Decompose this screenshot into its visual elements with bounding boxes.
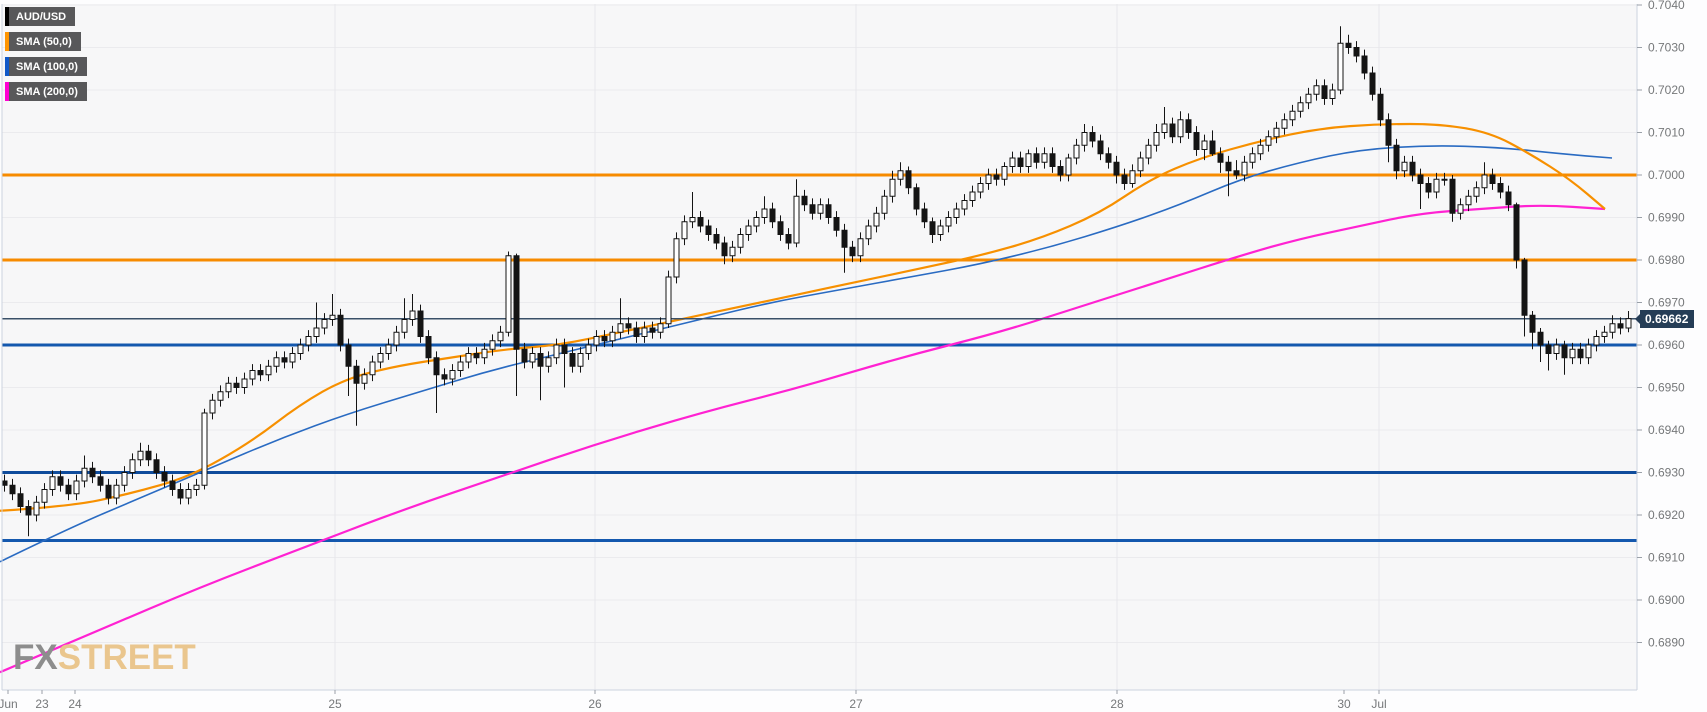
price-axis[interactable]: 0.7040 0.7030 0.7020 0.7010 0.7000 0.6990 0.69…	[1637, 0, 1685, 650]
watermark-fx-text: FX	[13, 638, 58, 677]
legend-item-sma50[interactable]: SMA (50,0)	[5, 32, 81, 51]
svg-text:0.6980: 0.6980	[1648, 253, 1685, 267]
last-price-badge: 0.69662	[1640, 309, 1695, 328]
legend-item-sma100[interactable]: SMA (100,0)	[5, 57, 87, 76]
watermark-street-text: STREET	[57, 638, 196, 677]
svg-text:0.7040: 0.7040	[1648, 0, 1685, 12]
svg-text:0.7020: 0.7020	[1648, 83, 1685, 97]
svg-text:28: 28	[1110, 697, 1124, 711]
svg-text:0.6890: 0.6890	[1648, 636, 1685, 650]
svg-text:0.7030: 0.7030	[1648, 41, 1685, 55]
plot-background	[2, 4, 1637, 690]
legend-swatch-symbol	[5, 7, 9, 26]
svg-text:0.6910: 0.6910	[1648, 551, 1685, 565]
svg-text:0.6940: 0.6940	[1648, 423, 1685, 437]
last-price-value: 0.69662	[1645, 311, 1689, 326]
price-levels	[2, 173, 1637, 542]
svg-text:0.6990: 0.6990	[1648, 211, 1685, 225]
time-axis[interactable]: Jun 23 24 25 26 27 28 30 Jul	[0, 690, 1387, 711]
svg-text:0.7010: 0.7010	[1648, 126, 1685, 140]
legend-item-sma200[interactable]: SMA (200,0)	[5, 82, 87, 101]
sma-line-2000	[0, 204, 1606, 674]
svg-text:0.6900: 0.6900	[1648, 593, 1685, 607]
indicator-legend: AUD/USD SMA (50,0) SMA (100,0) SMA (200,0)	[5, 7, 87, 107]
svg-text:0.6930: 0.6930	[1648, 466, 1685, 480]
legend-label-sma100: SMA (100,0)	[16, 60, 78, 73]
legend-swatch-sma50	[5, 32, 9, 51]
svg-text:0.6970: 0.6970	[1648, 296, 1685, 310]
fxstreet-watermark: FXSTREET	[13, 640, 196, 675]
legend-label-sma50: SMA (50,0)	[16, 35, 72, 48]
svg-text:24: 24	[68, 697, 82, 711]
svg-text:0.6920: 0.6920	[1648, 508, 1685, 522]
svg-text:0.6950: 0.6950	[1648, 381, 1685, 395]
candles-layer	[1, 26, 1632, 537]
svg-text:25: 25	[328, 697, 342, 711]
legend-swatch-sma200	[5, 82, 9, 101]
svg-text:30: 30	[1337, 697, 1351, 711]
svg-text:Jun: Jun	[0, 697, 18, 711]
svg-text:0.7000: 0.7000	[1648, 168, 1685, 182]
legend-item-symbol[interactable]: AUD/USD	[5, 7, 76, 26]
sma-line-1000	[0, 145, 1613, 563]
svg-text:Jul: Jul	[1371, 697, 1386, 711]
legend-label-symbol: AUD/USD	[16, 10, 67, 23]
plot-border	[1, 4, 1638, 691]
sma-line-500	[0, 122, 1606, 512]
svg-text:23: 23	[35, 697, 49, 711]
svg-text:26: 26	[588, 697, 602, 711]
legend-label-sma200: SMA (200,0)	[16, 85, 78, 98]
svg-text:27: 27	[849, 697, 863, 711]
svg-text:0.6960: 0.6960	[1648, 338, 1685, 352]
legend-swatch-sma100	[5, 57, 9, 76]
